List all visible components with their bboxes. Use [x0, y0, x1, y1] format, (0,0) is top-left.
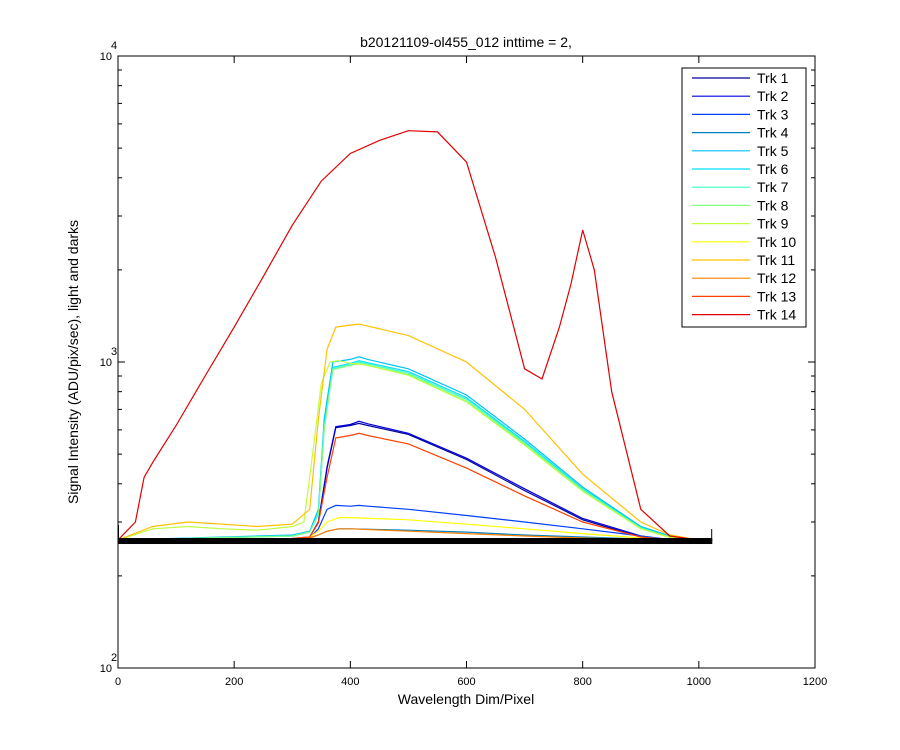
- legend: Trk 1 Trk 2 Trk 3 Trk 4 Trk 5 Trk 6 Trk 7 Trk 8…: [681, 67, 807, 328]
- legend-label-trk-14: Trk 14: [757, 307, 796, 323]
- y-tick-label: 10: [100, 357, 112, 369]
- x-tick-label: 600: [457, 676, 475, 688]
- series-layer: [117, 130, 713, 541]
- legend-label-trk-3: Trk 3: [757, 106, 789, 122]
- dark-frames-band: [118, 538, 713, 545]
- legend-label-trk-1: Trk 1: [757, 70, 789, 86]
- series-line-trk-11: [117, 323, 713, 541]
- series-line-trk-13: [117, 432, 713, 541]
- legend-label-trk-9: Trk 9: [757, 216, 789, 232]
- x-tick-label: 200: [225, 676, 243, 688]
- x-axis-label: Wavelength Dim/Pixel: [398, 691, 534, 707]
- x-tick-label: 0: [115, 676, 121, 688]
- legend-label-trk-6: Trk 6: [757, 161, 789, 177]
- chart-title: b20121109-ol455_012 inttime = 2,: [360, 34, 572, 50]
- y-tick-exponent: 2: [111, 652, 117, 664]
- legend-entries: Trk 1 Trk 2 Trk 3 Trk 4 Trk 5 Trk 6 Trk 7 Trk 8…: [692, 70, 796, 323]
- series-line-trk-3: [117, 504, 713, 541]
- series-line-trk-9: [117, 360, 713, 541]
- legend-label-trk-7: Trk 7: [757, 179, 789, 195]
- legend-box: [681, 67, 807, 328]
- series-line-trk-14: [117, 130, 713, 541]
- x-tick-label: 400: [341, 676, 359, 688]
- series-line-trk-5: [117, 356, 713, 541]
- y-tick-label: 10: [100, 663, 112, 675]
- legend-label-trk-11: Trk 11: [757, 252, 795, 268]
- legend-label-trk-8: Trk 8: [757, 197, 789, 213]
- y-tick-exponent: 3: [111, 346, 117, 358]
- x-tick-label: 800: [573, 676, 591, 688]
- legend-label-trk-10: Trk 10: [757, 234, 796, 250]
- y-axis-label: Signal Intensity (ADU/pix/sec), light an…: [65, 220, 81, 504]
- y-tick-label: 10: [100, 51, 112, 63]
- legend-label-trk-2: Trk 2: [757, 88, 789, 104]
- y-tick-exponent: 4: [111, 40, 117, 52]
- legend-label-trk-13: Trk 13: [757, 288, 796, 304]
- legend-label-trk-4: Trk 4: [757, 125, 789, 141]
- legend-label-trk-12: Trk 12: [757, 270, 796, 286]
- x-tick-label: 1000: [687, 676, 711, 688]
- legend-label-trk-5: Trk 5: [757, 143, 789, 159]
- x-tick-label: 1200: [803, 676, 827, 688]
- series-line-trk-10: [117, 516, 713, 541]
